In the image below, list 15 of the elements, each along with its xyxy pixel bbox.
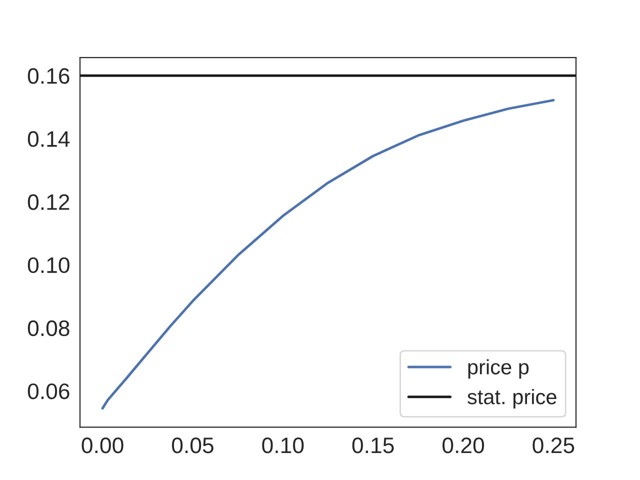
y-tick-label: 0.10 bbox=[28, 257, 70, 274]
y-tick-label: 0.14 bbox=[28, 131, 70, 147]
y-tick-label: 0.12 bbox=[28, 194, 70, 210]
x-tick-label: 0.25 bbox=[532, 438, 574, 454]
legend-label: stat. price bbox=[468, 389, 556, 408]
line-series bbox=[101, 98, 555, 410]
x-tick-label: 0.00 bbox=[82, 438, 124, 454]
x-tick-label: 0.10 bbox=[262, 438, 304, 454]
y-tick-label: 0.08 bbox=[28, 320, 70, 336]
x-tick-label: 0.20 bbox=[442, 438, 484, 454]
x-tick-label: 0.05 bbox=[172, 438, 214, 454]
legend-label: price p bbox=[468, 359, 529, 379]
y-tick-label: 0.06 bbox=[28, 383, 70, 400]
y-tick-label: 0.16 bbox=[28, 68, 70, 84]
x-tick-label: 0.15 bbox=[352, 438, 394, 454]
